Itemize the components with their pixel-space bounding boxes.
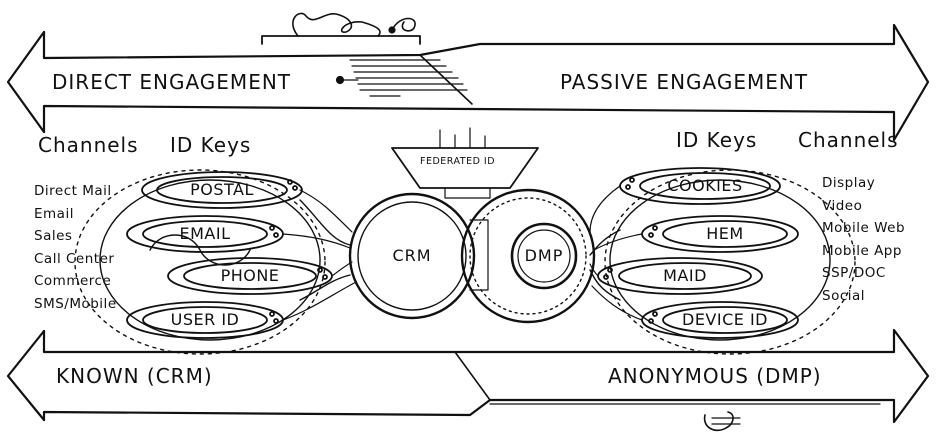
dmp-label: DMP	[524, 246, 564, 265]
banner-direct-engagement: DIRECT ENGAGEMENT	[52, 70, 292, 94]
left-channel-item: Direct Mail	[34, 183, 112, 199]
id-key-email: EMAIL	[179, 224, 231, 243]
id-key-hem: HEM	[706, 224, 744, 243]
banner-anonymous-dmp: ANONYMOUS (DMP)	[608, 364, 822, 388]
left-channels-list: Direct Mail Email Sales Call Center Comm…	[34, 180, 117, 315]
right-channel-item: Mobile App	[822, 242, 902, 259]
left-id-keys-heading: ID Keys	[170, 133, 252, 157]
right-channel-item: Video	[822, 197, 863, 214]
federated-funnel	[391, 127, 539, 199]
crm-label: CRM	[392, 246, 432, 265]
left-channel-item: Commerce	[34, 273, 112, 289]
banner-passive-engagement: PASSIVE ENGAGEMENT	[560, 70, 809, 94]
id-key-postal: POSTAL	[190, 180, 254, 199]
right-channel-item: Mobile Web	[822, 220, 906, 236]
right-channels-heading: Channels	[798, 128, 899, 152]
right-channel-item: Display	[822, 175, 876, 191]
banner-known-crm: KNOWN (CRM)	[56, 364, 213, 388]
left-channel-item: SMS/Mobile	[34, 295, 117, 312]
top-arrow-band	[6, 12, 930, 142]
id-key-cookies: COOKIES	[667, 176, 743, 195]
left-channel-item: Call Center	[34, 250, 115, 267]
federated-id-label: FEDERATED ID	[420, 156, 496, 167]
connector-wires	[282, 185, 643, 321]
crm-dmp-circles	[348, 188, 596, 324]
left-channels-heading: Channels	[38, 133, 139, 157]
right-channels-list: Display Video Mobile Web Mobile App SSP/…	[822, 172, 905, 307]
left-channel-item: Email	[34, 205, 74, 222]
right-channel-item: SSP/DOC	[822, 265, 886, 281]
bottom-arrow-band	[6, 328, 930, 432]
right-channel-item: Social	[822, 287, 866, 304]
id-key-user-id: USER ID	[170, 310, 240, 329]
id-key-device-id: DEVICE ID	[682, 310, 768, 329]
left-channel-item: Sales	[34, 228, 73, 244]
id-key-phone: PHONE	[220, 266, 280, 285]
id-key-maid: MAID	[663, 266, 707, 285]
right-id-keys-heading: ID Keys	[676, 128, 758, 152]
